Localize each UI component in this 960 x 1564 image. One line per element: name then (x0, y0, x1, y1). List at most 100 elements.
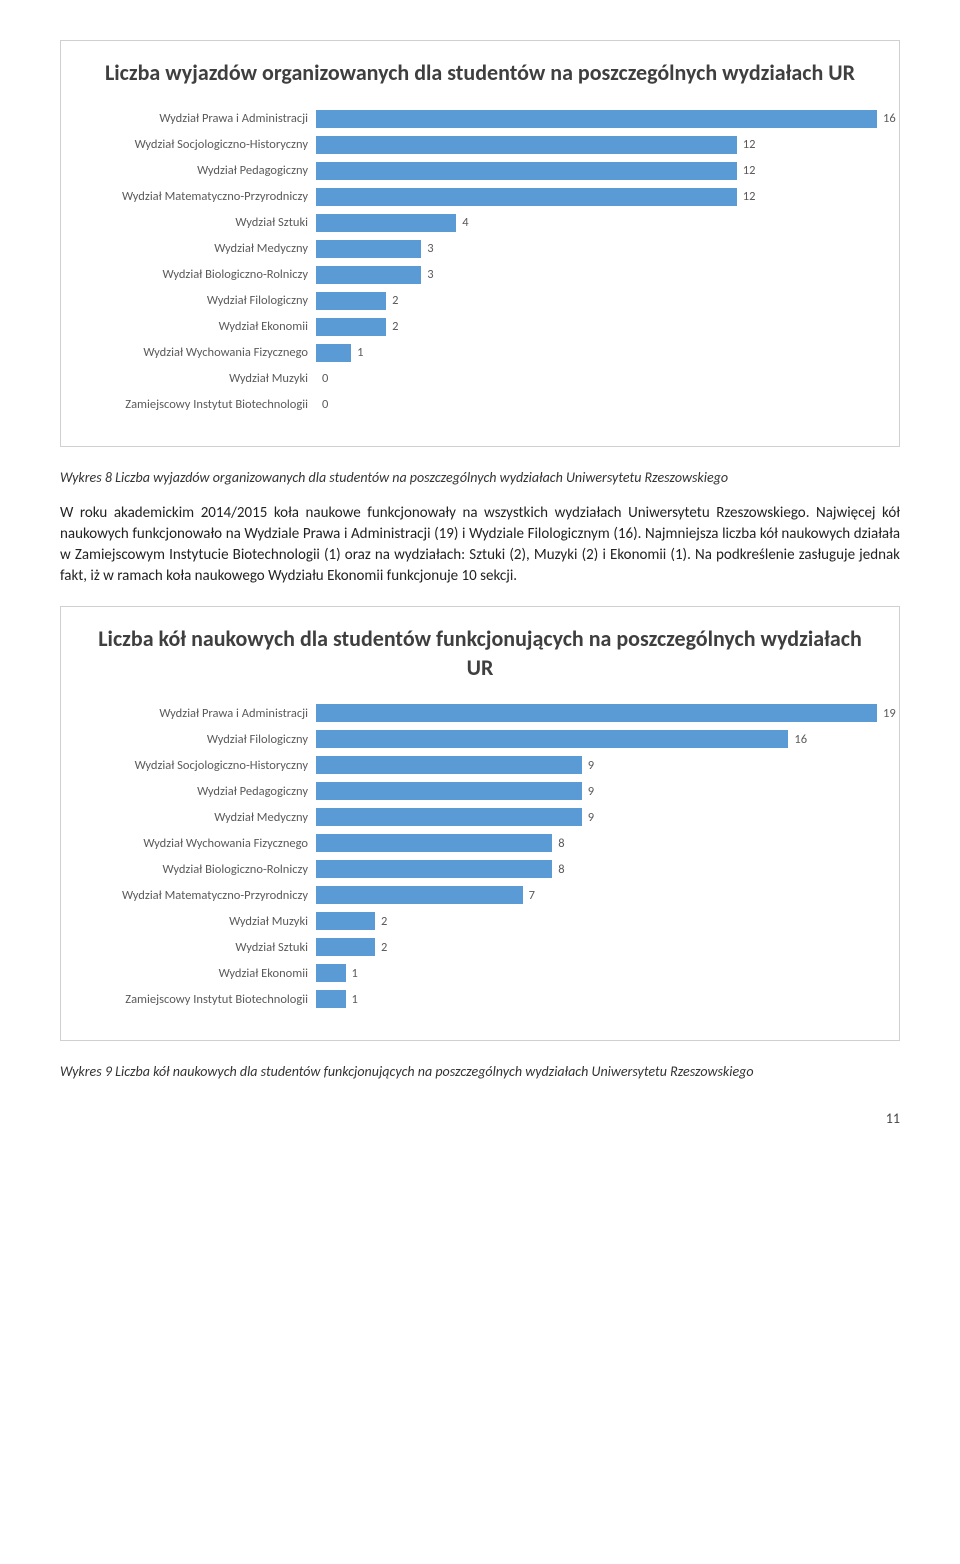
bar-track: 12 (316, 162, 877, 180)
bar-fill (316, 886, 523, 904)
bar-value: 1 (346, 966, 358, 981)
bar-row: Wydział Medyczny3 (83, 240, 877, 258)
bar-track: 9 (316, 808, 877, 826)
bar-fill (316, 730, 788, 748)
bar-fill (316, 292, 386, 310)
bar-track: 3 (316, 240, 877, 258)
bar-label: Wydział Socjologiczno-Historyczny (83, 137, 316, 152)
bar-row: Wydział Medyczny9 (83, 808, 877, 826)
bar-track: 16 (316, 730, 877, 748)
bar-track: 4 (316, 214, 877, 232)
bar-row: Wydział Biologiczno-Rolniczy 3 (83, 266, 877, 284)
bar-track: 1 (316, 344, 877, 362)
bar-label: Wydział Ekonomii (83, 966, 316, 981)
caption-1: Wykres 8 Liczba wyjazdów organizowanych … (60, 469, 900, 488)
bar-label: Wydział Wychowania Fizycznego (83, 345, 316, 360)
bar-label: Wydział Sztuki (83, 940, 316, 955)
bar-fill (316, 938, 375, 956)
bar-fill (316, 266, 421, 284)
bar-label: Wydział Prawa i Administracji (83, 111, 316, 126)
bar-track: 16 (316, 110, 877, 128)
bar-value: 2 (386, 293, 398, 308)
bar-row: Wydział Matematyczno-Przyrodniczy 12 (83, 188, 877, 206)
bar-fill (316, 990, 346, 1008)
bar-value: 2 (375, 914, 387, 929)
bar-row: Wydział Wychowania Fizycznego 8 (83, 834, 877, 852)
chart-1-title: Liczba wyjazdów organizowanych dla stude… (83, 59, 877, 88)
bar-fill (316, 344, 351, 362)
bar-label: Zamiejscowy Instytut Biotechnologii (83, 992, 316, 1007)
bar-value: 3 (421, 267, 433, 282)
chart-2-container: Liczba kół naukowych dla studentów funkc… (60, 606, 900, 1041)
bar-track: 19 (316, 704, 877, 722)
bar-track: 2 (316, 912, 877, 930)
bar-label: Wydział Filologiczny (83, 293, 316, 308)
bar-track: 8 (316, 834, 877, 852)
bar-value: 9 (582, 784, 594, 799)
bar-value: 16 (877, 111, 896, 126)
chart-2-title: Liczba kół naukowych dla studentów funkc… (83, 625, 877, 682)
bar-track: 0 (316, 396, 877, 414)
bar-value: 1 (346, 992, 358, 1007)
bar-value: 0 (316, 371, 328, 386)
bar-label: Wydział Biologiczno-Rolniczy (83, 862, 316, 877)
caption-2: Wykres 9 Liczba kół naukowych dla studen… (60, 1063, 900, 1082)
bar-value: 12 (737, 189, 756, 204)
bar-track: 9 (316, 756, 877, 774)
bar-row: Wydział Sztuki 2 (83, 938, 877, 956)
bar-track: 2 (316, 938, 877, 956)
bar-row: Wydział Ekonomii 1 (83, 964, 877, 982)
bar-track: 2 (316, 318, 877, 336)
bar-fill (316, 240, 421, 258)
bar-value: 16 (788, 732, 807, 747)
bar-row: Wydział Muzyki0 (83, 370, 877, 388)
bar-value: 12 (737, 163, 756, 178)
bar-value: 2 (375, 940, 387, 955)
bar-fill (316, 912, 375, 930)
bar-row: Wydział Sztuki 4 (83, 214, 877, 232)
bar-row: Wydział Pedagogiczny12 (83, 162, 877, 180)
bar-label: Wydział Medyczny (83, 241, 316, 256)
bar-label: Wydział Muzyki (83, 371, 316, 386)
bar-value: 19 (877, 706, 896, 721)
bar-track: 1 (316, 964, 877, 982)
bar-row: Wydział Wychowania Fizycznego 1 (83, 344, 877, 362)
bar-label: Wydział Filologiczny (83, 732, 316, 747)
bar-label: Wydział Matematyczno-Przyrodniczy (83, 189, 316, 204)
bar-label: Wydział Sztuki (83, 215, 316, 230)
bar-value: 8 (552, 836, 564, 851)
bar-label: Zamiejscowy Instytut Biotechnologii (83, 397, 316, 412)
bar-track: 12 (316, 136, 877, 154)
bar-fill (316, 756, 582, 774)
bar-label: Wydział Medyczny (83, 810, 316, 825)
bar-track: 8 (316, 860, 877, 878)
bar-track: 2 (316, 292, 877, 310)
bar-label: Wydział Biologiczno-Rolniczy (83, 267, 316, 282)
bar-fill (316, 808, 582, 826)
bar-value: 7 (523, 888, 535, 903)
bar-value: 4 (456, 215, 468, 230)
bar-fill (316, 782, 582, 800)
chart-2-bars: Wydział Prawa i Administracji19 Wydział F… (83, 704, 877, 1008)
bar-value: 9 (582, 758, 594, 773)
bar-fill (316, 162, 737, 180)
bar-value: 2 (386, 319, 398, 334)
bar-row: Wydział Matematyczno-Przyrodniczy 7 (83, 886, 877, 904)
bar-track: 1 (316, 990, 877, 1008)
bar-row: Wydział Prawa i Administracji16 (83, 110, 877, 128)
bar-label: Wydział Socjologiczno-Historyczny (83, 758, 316, 773)
bar-row: Wydział Prawa i Administracji19 (83, 704, 877, 722)
bar-label: Wydział Ekonomii (83, 319, 316, 334)
bar-fill (316, 834, 552, 852)
bar-value: 1 (351, 345, 363, 360)
bar-row: Wydział Socjologiczno-Historyczny 9 (83, 756, 877, 774)
bar-fill (316, 110, 877, 128)
bar-fill (316, 704, 877, 722)
bar-row: Wydział Filologiczny 2 (83, 292, 877, 310)
bar-row: Wydział Socjologiczno-Historyczny12 (83, 136, 877, 154)
bar-fill (316, 136, 737, 154)
bar-label: Wydział Matematyczno-Przyrodniczy (83, 888, 316, 903)
bar-label: Wydział Wychowania Fizycznego (83, 836, 316, 851)
bar-value: 0 (316, 397, 328, 412)
bar-row: Wydział Ekonomii 2 (83, 318, 877, 336)
